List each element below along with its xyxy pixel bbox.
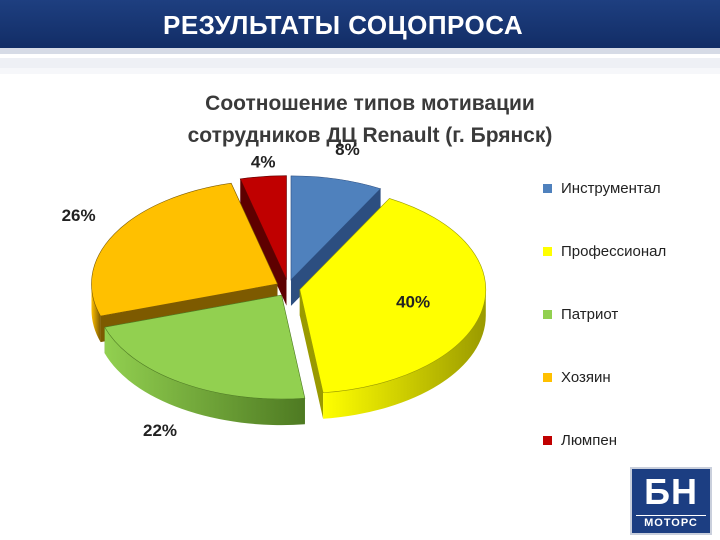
chart-title-line-1: Соотношение типов мотивации [205, 92, 535, 115]
pie-slice-top [290, 175, 382, 281]
data-label: 22% [143, 421, 177, 440]
header-divider [0, 48, 720, 54]
pie-slice-top [239, 175, 287, 280]
data-label: 40% [396, 293, 430, 312]
header-bar: РЕЗУЛЬТАТЫ СОЦОПРОСА [0, 0, 720, 48]
pie-slice [104, 294, 306, 426]
legend-label: Инструментал [561, 180, 661, 197]
pie-slice-rim [104, 327, 305, 426]
pie-slice [299, 198, 487, 419]
legend-label: Патриот [561, 306, 619, 323]
pie-slice-rim [323, 289, 486, 419]
pie-slice-wall [240, 178, 287, 306]
data-label: 8% [335, 140, 360, 159]
pie-slice-wall [299, 289, 324, 419]
pie-slice-top [104, 294, 306, 400]
data-label: 26% [62, 206, 96, 225]
legend-swatch [543, 373, 552, 382]
legend-swatch [543, 247, 552, 256]
legend-label: Люмпен [561, 432, 617, 449]
header-divider [0, 58, 720, 68]
legend-swatch [543, 310, 552, 319]
header-divider [0, 68, 720, 74]
company-logo: БН МОТОРС [630, 467, 712, 535]
chart-title: Соотношение типов мотивации сотрудников … [120, 88, 620, 152]
legend-label: Профессионал [561, 243, 667, 260]
pie-slice-rim [91, 283, 101, 343]
legend-label: Хозяин [561, 369, 611, 386]
logo-mark: БН [644, 471, 698, 512]
pie-slice [239, 175, 287, 306]
chart-title-line-2: сотрудников ДЦ Renault (г. Брянск) [187, 124, 553, 147]
pie-slice-top [299, 198, 487, 394]
legend-swatch [543, 436, 552, 445]
legend-swatch [543, 184, 552, 193]
logo-text: МОТОРС [636, 515, 706, 529]
data-label: 4% [251, 153, 276, 172]
slide-title: РЕЗУЛЬТАТЫ СОЦОПРОСА [163, 10, 524, 40]
pie-slice-top [91, 182, 278, 317]
